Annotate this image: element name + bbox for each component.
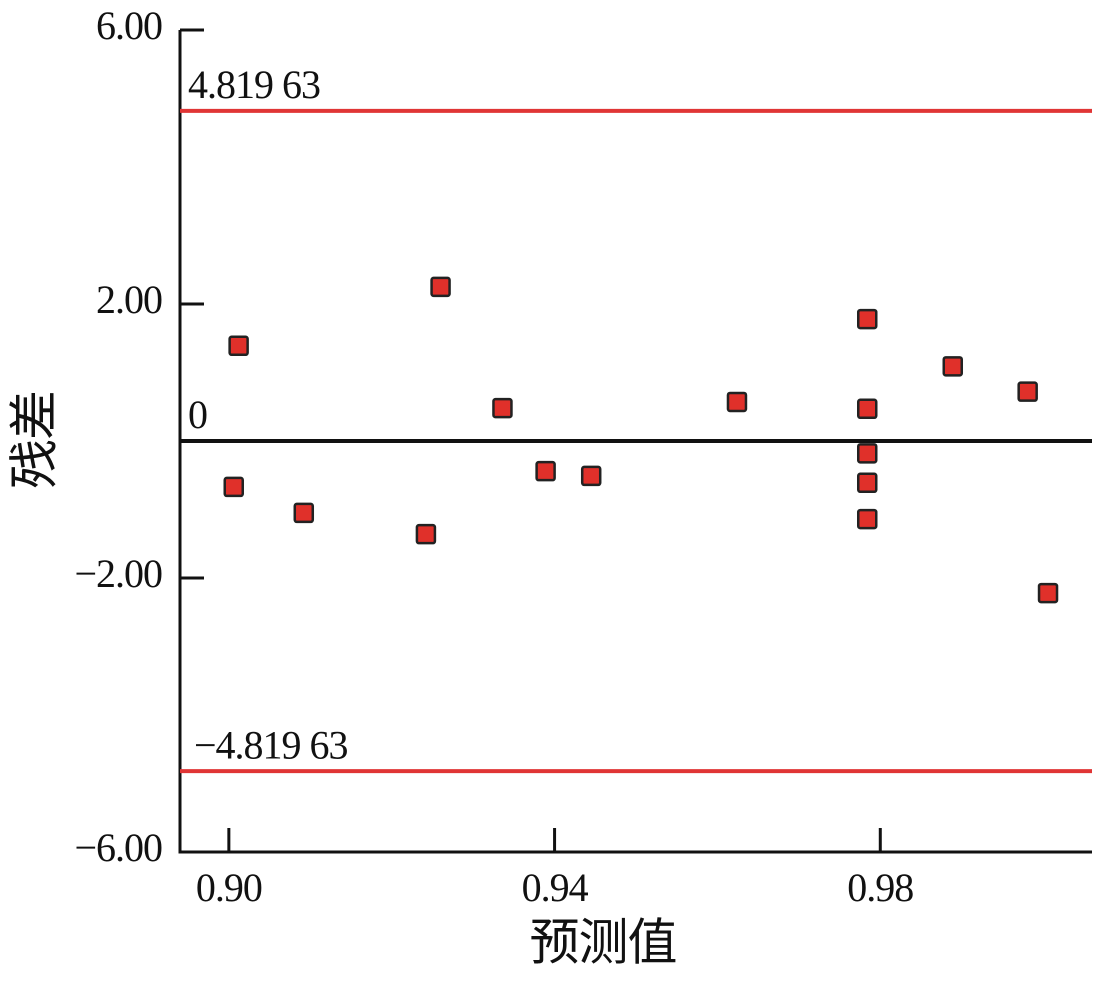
point (1017, 381, 1038, 402)
point (535, 460, 556, 482)
point (726, 391, 748, 413)
y-tick-label: −6.00 (74, 825, 162, 870)
y-tick-label: 2.00 (96, 277, 162, 322)
reference-label: −4.819 63 (194, 722, 348, 767)
point (857, 398, 878, 420)
point (942, 356, 964, 377)
y-tick-label: −2.00 (74, 551, 162, 596)
point (1037, 582, 1059, 604)
y-axis-title: 残差 (6, 391, 62, 489)
x-tick-label: 0.90 (196, 865, 262, 910)
x-tick-label: 0.94 (522, 865, 589, 910)
x-axis-title: 预测值 (530, 914, 677, 970)
x-tick-label: 0.98 (847, 865, 913, 910)
point (857, 508, 878, 530)
point (857, 472, 878, 494)
reference-label: 4.819 63 (188, 62, 320, 107)
point (492, 397, 513, 419)
point (293, 502, 315, 524)
point (580, 465, 602, 487)
y-tick-label: 6.00 (96, 3, 162, 48)
point (415, 523, 437, 545)
point (430, 276, 451, 298)
point (223, 476, 244, 498)
point (228, 335, 249, 357)
point (857, 308, 878, 330)
point (857, 443, 878, 464)
reference-label: 0 (188, 392, 207, 437)
